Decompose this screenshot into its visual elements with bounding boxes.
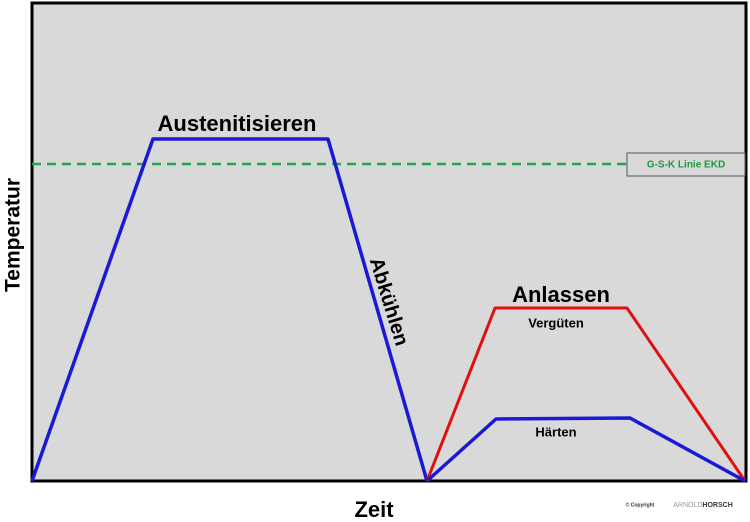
hardening-curve xyxy=(425,416,746,483)
logo-bold: HORSCH xyxy=(702,502,732,509)
tempering-curve xyxy=(425,306,747,482)
phase-label: Vergüten xyxy=(528,315,584,330)
phase-label: Härten xyxy=(535,424,576,439)
reference-label-box xyxy=(626,152,746,177)
logo: ARNOLDHORSCH xyxy=(673,502,733,509)
phase-label: Anlassen xyxy=(512,282,610,307)
y-axis-label: Temperatur xyxy=(2,178,25,292)
logo-light: ARNOLD xyxy=(673,502,702,509)
x-axis-label: Zeit xyxy=(354,497,394,522)
reference-label: G-S-K Linie EKD xyxy=(647,160,725,171)
plot-area xyxy=(30,1,748,483)
copyright: © Copyright xyxy=(626,501,655,508)
phase-label: Austenitisieren xyxy=(158,111,317,136)
austenitize-curve xyxy=(30,137,429,482)
